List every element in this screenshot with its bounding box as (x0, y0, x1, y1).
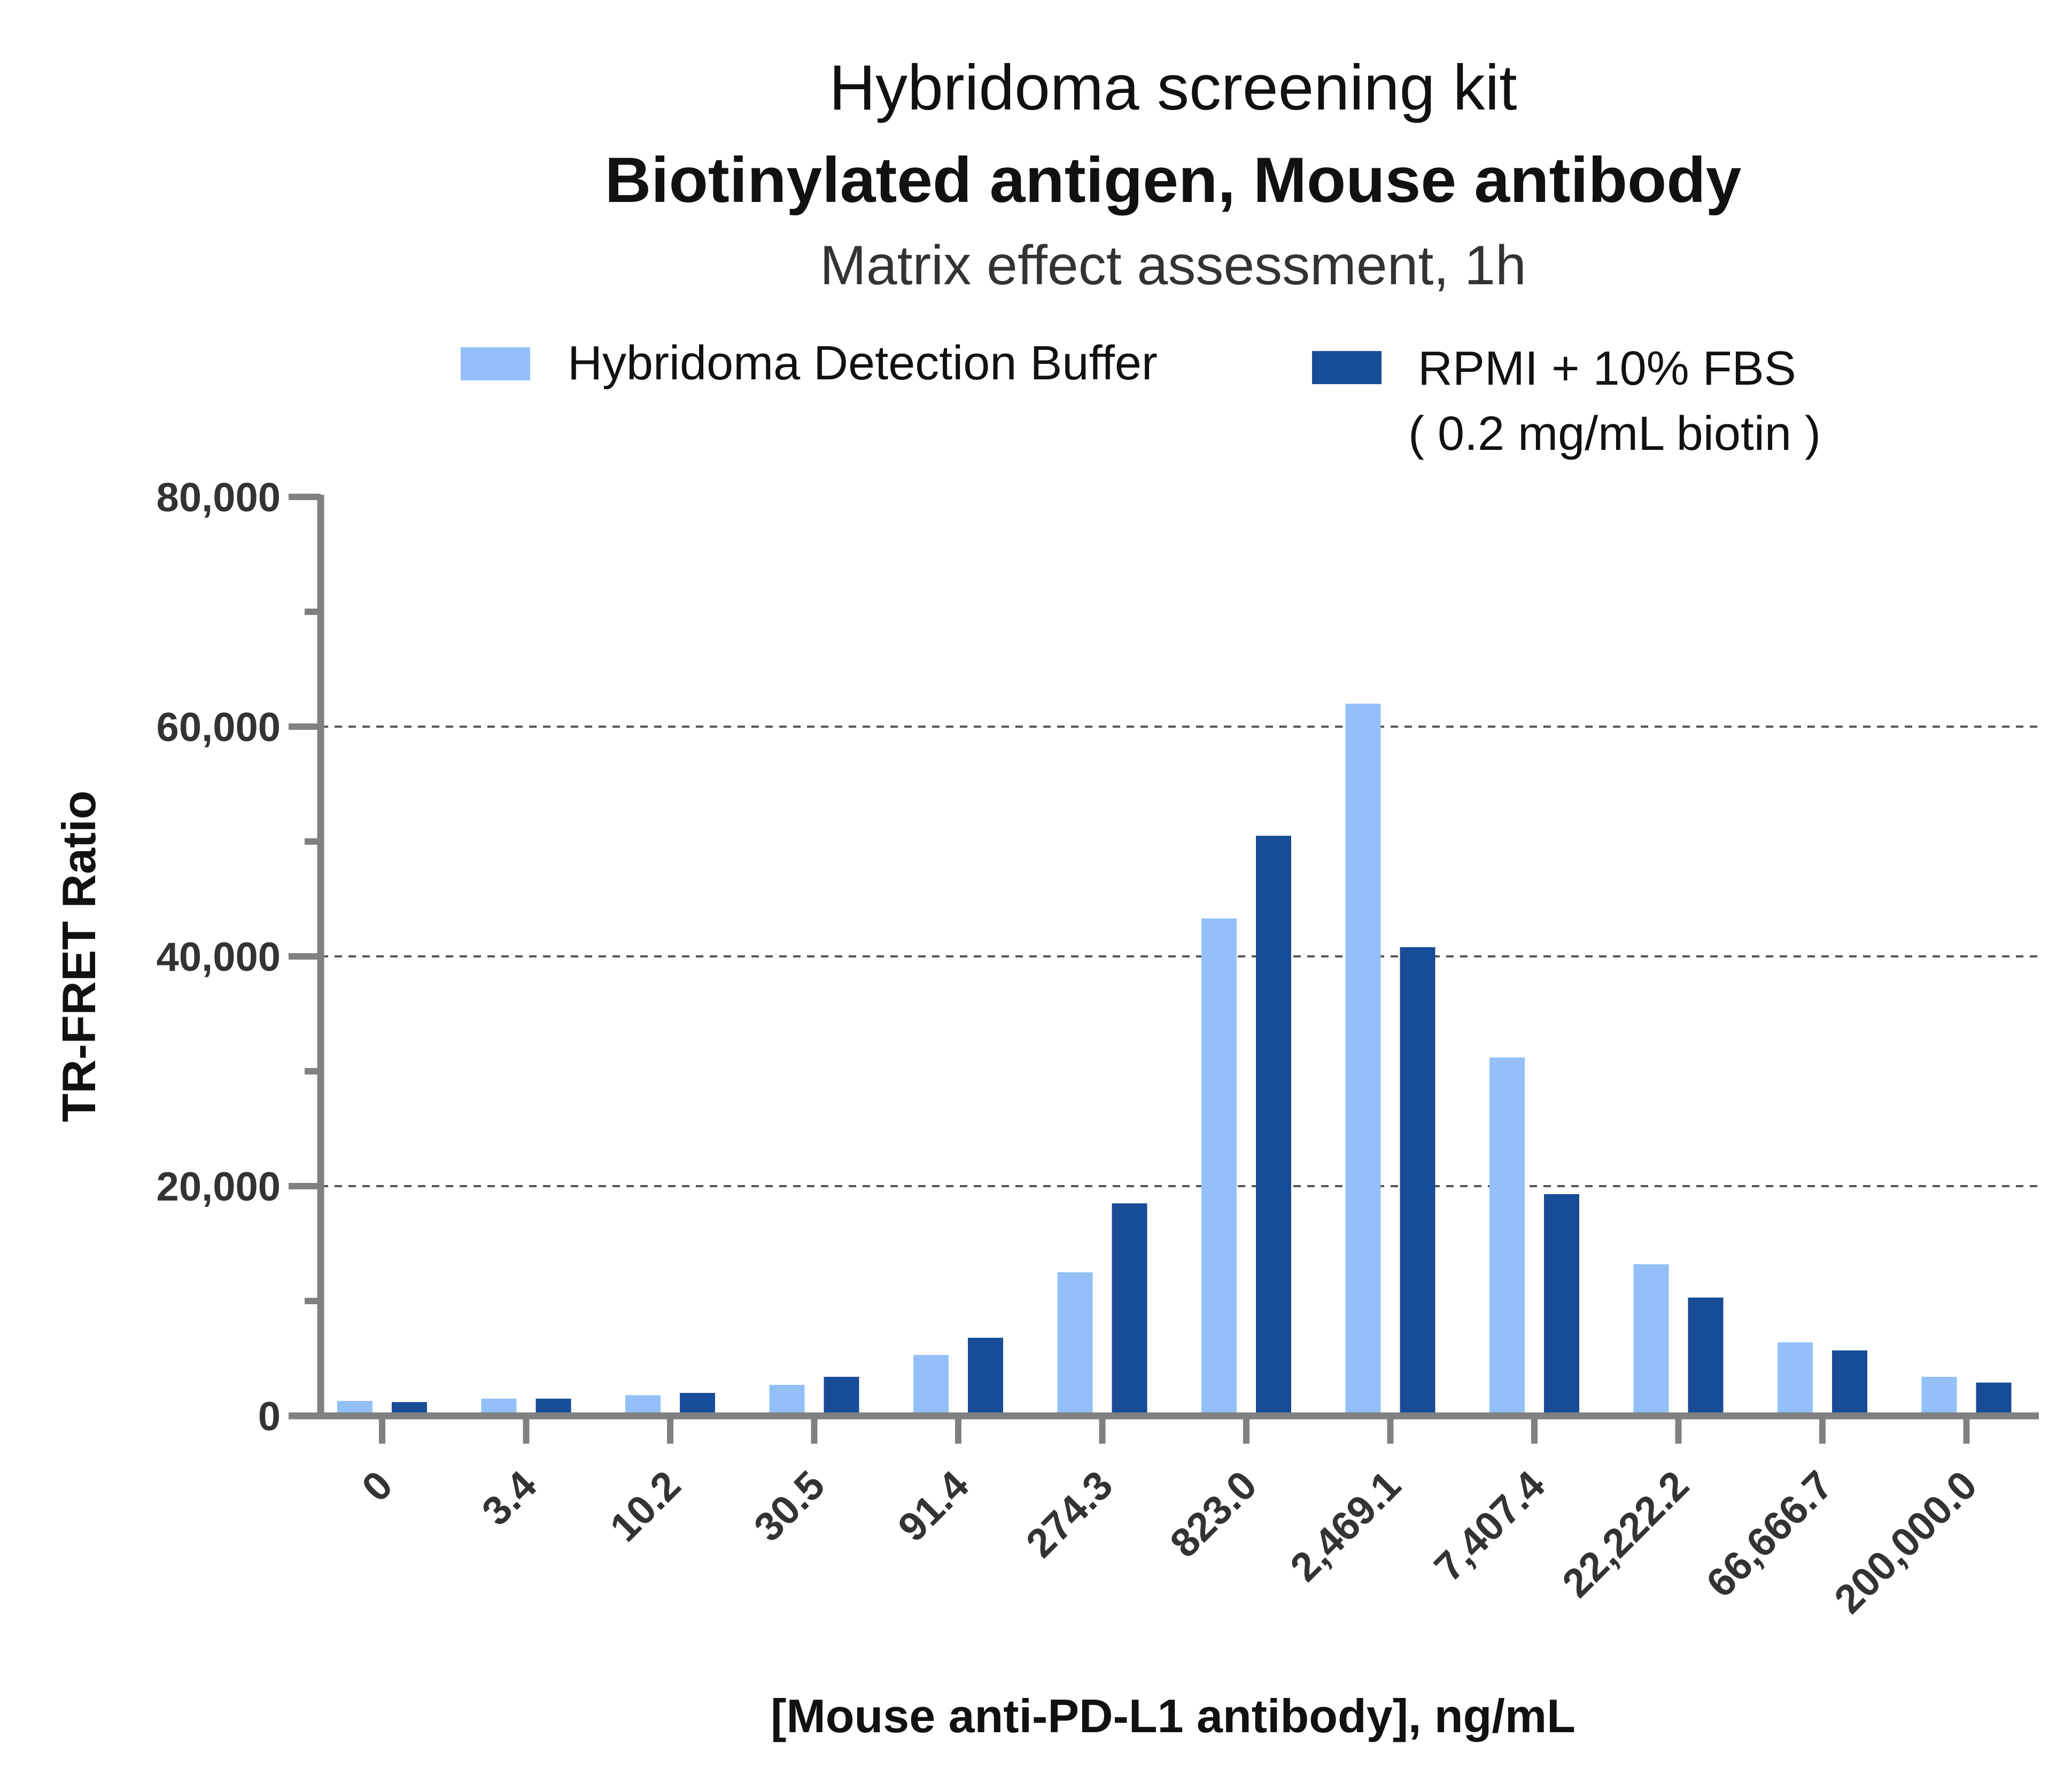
x-tick-label-7: 2,469.1 (1282, 1462, 1409, 1590)
legend-label-rpmi-10-fbs-line2: ( 0.2 mg/mL biotin ) (1408, 407, 1821, 461)
bar-buffer-6 (1201, 918, 1237, 1416)
chart-title: Hybridoma screening kit (829, 52, 1517, 123)
bar-rpmi-4 (968, 1337, 1003, 1416)
x-tick-label-1: 3.4 (474, 1462, 546, 1534)
x-tick-label-6: 823.0 (1161, 1462, 1266, 1567)
chart-subtitle-2: Matrix effect assessment, 1h (820, 235, 1526, 297)
x-tick-label-10: 66,666.7 (1698, 1462, 1842, 1606)
bar-rpmi-10 (1832, 1350, 1867, 1416)
y-tick-label-40000: 40,000 (157, 934, 281, 980)
bar-buffer-11 (1921, 1376, 1957, 1416)
gridlines (321, 726, 2039, 1187)
axes (289, 494, 2039, 1444)
x-tick-label-3: 30.5 (746, 1462, 834, 1551)
x-tick-label-2: 10.2 (601, 1462, 689, 1551)
x-tick-labels: 0 3.4 10.2 30.5 91.4 274.3 823.0 2,469.1 7,407.4… (353, 1462, 1986, 1622)
x-tick-label-0: 0 (353, 1462, 401, 1510)
bar-buffer-4 (913, 1355, 949, 1416)
x-tick-label-9: 22,222.2 (1554, 1462, 1697, 1606)
bar-buffer-7 (1345, 704, 1381, 1416)
x-tick-label-4: 91.4 (889, 1462, 977, 1551)
bar-rpmi-8 (1544, 1194, 1579, 1416)
bar-buffer-5 (1057, 1272, 1093, 1416)
bar-rpmi-9 (1688, 1297, 1724, 1416)
bar-buffer-3 (769, 1384, 805, 1416)
x-tick-label-8: 7,407.4 (1426, 1462, 1554, 1590)
bar-buffer-9 (1633, 1264, 1669, 1416)
y-axis-title: TR-FRET Ratio (52, 791, 105, 1123)
bar-rpmi-6 (1256, 836, 1291, 1416)
x-tick-label-5: 274.3 (1018, 1462, 1122, 1567)
legend-swatch-rpmi-10-fbs (1312, 351, 1382, 384)
y-tick-labels: 0 20,000 40,000 60,000 80,000 (157, 475, 281, 1439)
bar-rpmi-11 (1976, 1382, 2012, 1416)
legend-label-hybridoma-detection-buffer: Hybridoma Detection Buffer (568, 337, 1158, 390)
y-tick-label-20000: 20,000 (157, 1164, 281, 1210)
bar-buffer-10 (1778, 1342, 1813, 1416)
legend-swatch-hybridoma-detection-buffer (461, 347, 530, 380)
bar-rpmi-5 (1112, 1203, 1147, 1416)
bars (337, 704, 2012, 1416)
legend: Hybridoma Detection Buffer RPMI + 10% FB… (461, 337, 1821, 461)
x-axis-title: [Mouse anti-PD-L1 antibody], ng/mL (771, 1689, 1576, 1742)
chart-subtitle: Biotinylated antigen, Mouse antibody (605, 144, 1742, 216)
y-tick-label-60000: 60,000 (157, 705, 281, 750)
bar-buffer-8 (1489, 1057, 1525, 1416)
x-tick-label-11: 200,000.0 (1826, 1462, 1985, 1622)
y-tick-label-80000: 80,000 (157, 475, 281, 520)
bar-rpmi-7 (1400, 947, 1435, 1416)
legend-label-rpmi-10-fbs: RPMI + 10% FBS (1418, 342, 1796, 395)
y-tick-label-0: 0 (258, 1394, 281, 1439)
bar-rpmi-3 (824, 1376, 859, 1416)
bar-rpmi-2 (680, 1393, 715, 1416)
